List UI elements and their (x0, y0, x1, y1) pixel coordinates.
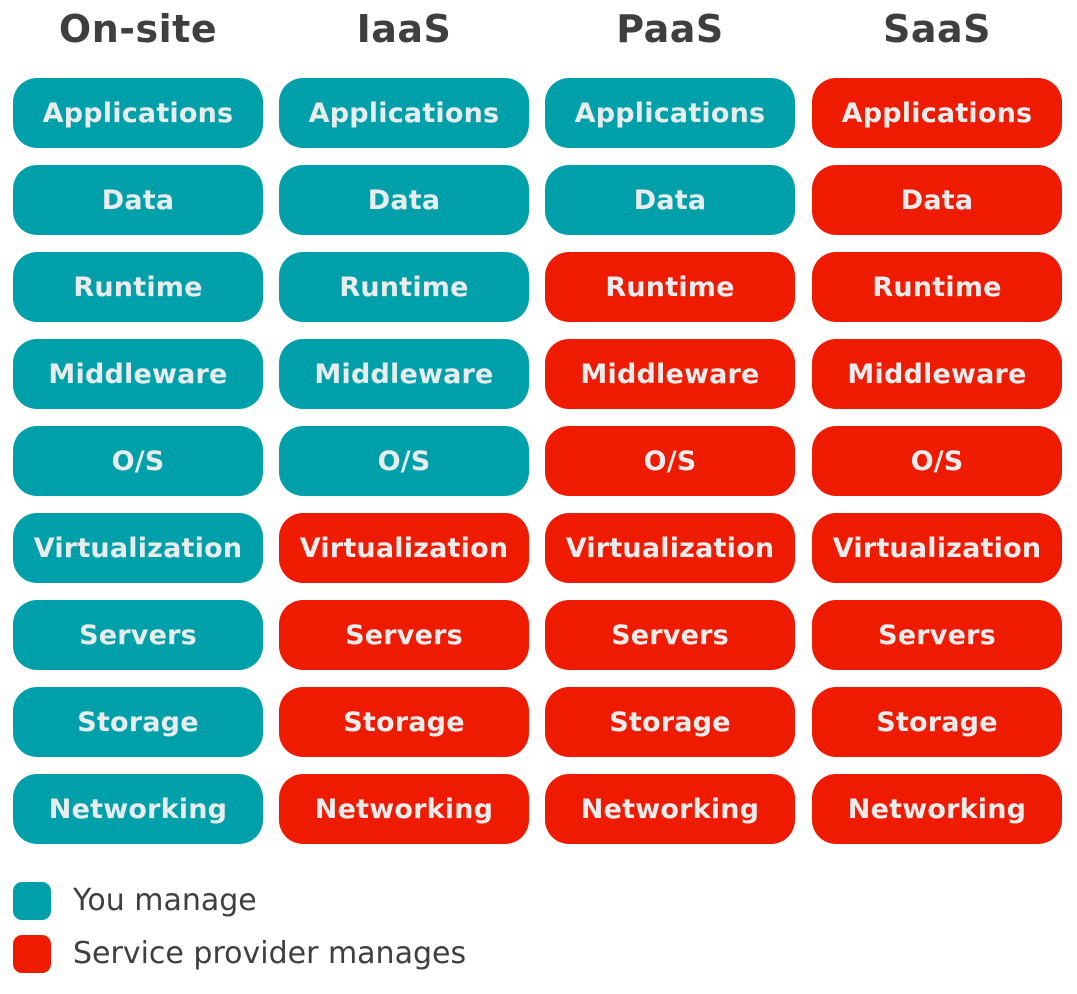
column-header-saas: SaaS (882, 7, 992, 51)
legend-label-you: You manage (73, 883, 257, 918)
layer-cell-o-s: O/S (279, 426, 529, 496)
layer-cell-data: Data (545, 165, 795, 235)
layer-cell-runtime: Runtime (545, 252, 795, 322)
layer-cell-runtime: Runtime (812, 252, 1062, 322)
layer-cell-applications: Applications (13, 78, 263, 148)
layer-cell-o-s: O/S (545, 426, 795, 496)
layer-cell-o-s: O/S (13, 426, 263, 496)
layer-cell-runtime: Runtime (279, 252, 529, 322)
layer-cell-virtualization: Virtualization (13, 513, 263, 583)
layer-cell-middleware: Middleware (545, 339, 795, 409)
column-header-on-site: On-site (58, 7, 218, 51)
layer-cell-servers: Servers (812, 600, 1062, 670)
column-header-paas: PaaS (616, 7, 724, 51)
layer-cell-runtime: Runtime (13, 252, 263, 322)
legend-swatch-you (13, 882, 51, 920)
layer-cell-data: Data (812, 165, 1062, 235)
legend-label-provider: Service provider manages (73, 936, 467, 971)
layer-cell-networking: Networking (545, 774, 795, 844)
layer-cell-virtualization: Virtualization (279, 513, 529, 583)
layer-cell-applications: Applications (279, 78, 529, 148)
layer-cell-o-s: O/S (812, 426, 1062, 496)
layer-cell-virtualization: Virtualization (545, 513, 795, 583)
layer-cell-storage: Storage (13, 687, 263, 757)
layer-cell-servers: Servers (13, 600, 263, 670)
layer-cell-storage: Storage (545, 687, 795, 757)
layer-cell-storage: Storage (812, 687, 1062, 757)
layer-cell-networking: Networking (279, 774, 529, 844)
layer-cell-applications: Applications (545, 78, 795, 148)
layer-cell-middleware: Middleware (13, 339, 263, 409)
column-header-iaas: IaaS (356, 7, 452, 51)
layer-cell-servers: Servers (545, 600, 795, 670)
layer-cell-storage: Storage (279, 687, 529, 757)
layer-cell-data: Data (279, 165, 529, 235)
layer-cell-servers: Servers (279, 600, 529, 670)
layer-cell-applications: Applications (812, 78, 1062, 148)
layer-cell-data: Data (13, 165, 263, 235)
layer-cell-middleware: Middleware (279, 339, 529, 409)
layer-cell-middleware: Middleware (812, 339, 1062, 409)
legend-swatch-provider (13, 935, 51, 973)
layer-cell-networking: Networking (812, 774, 1062, 844)
layer-cell-networking: Networking (13, 774, 263, 844)
layer-cell-virtualization: Virtualization (812, 513, 1062, 583)
